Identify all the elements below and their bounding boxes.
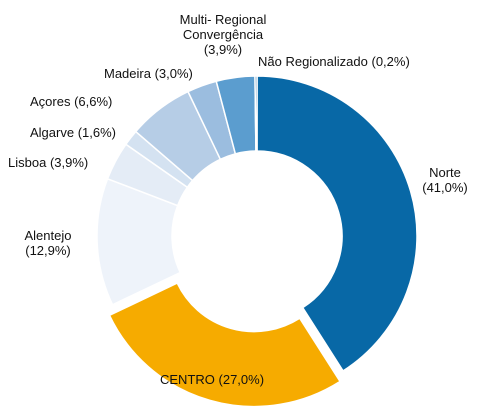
category: Não Regionalizado bbox=[258, 54, 368, 69]
slice bbox=[256, 75, 418, 372]
category: Madeira bbox=[104, 66, 151, 81]
slice-label: Alentejo (12,9%) bbox=[22, 228, 74, 258]
slice-label: Lisboa (3,9%) bbox=[8, 155, 88, 170]
slice-label: Não Regionalizado (0,2%) bbox=[258, 54, 410, 69]
value-label: (12,9%) bbox=[25, 243, 71, 258]
category: Alentejo bbox=[24, 228, 72, 243]
slice-label: Açores (6,6%) bbox=[30, 94, 112, 109]
value-label: (6,6%) bbox=[74, 94, 113, 109]
category: Lisboa bbox=[8, 155, 47, 170]
value-label: (1,6%) bbox=[77, 125, 116, 140]
slice-label: Madeira (3,0%) bbox=[104, 66, 193, 81]
value-label: (3,9%) bbox=[203, 42, 243, 57]
value-label: (27,0%) bbox=[218, 372, 265, 387]
slice bbox=[108, 282, 342, 408]
slice-label: Algarve (1,6%) bbox=[30, 125, 116, 140]
category: Algarve bbox=[30, 125, 75, 140]
category: Norte bbox=[429, 165, 461, 180]
slice-label: Norte (41,0%) bbox=[410, 165, 477, 195]
slice bbox=[254, 75, 258, 152]
value-label: (3,0%) bbox=[154, 66, 193, 81]
slice-label: CENTRO (27,0%) bbox=[160, 372, 264, 387]
category: Multi- Regional Convergência bbox=[179, 12, 267, 42]
value-label: (0,2%) bbox=[371, 54, 410, 69]
value-label: (3,9%) bbox=[49, 155, 89, 170]
value-label: (41,0%) bbox=[422, 180, 468, 195]
category: CENTRO bbox=[160, 372, 215, 387]
slice-label: Multi- Regional Convergência (3,9%) bbox=[168, 12, 278, 57]
category: Açores bbox=[30, 94, 71, 109]
